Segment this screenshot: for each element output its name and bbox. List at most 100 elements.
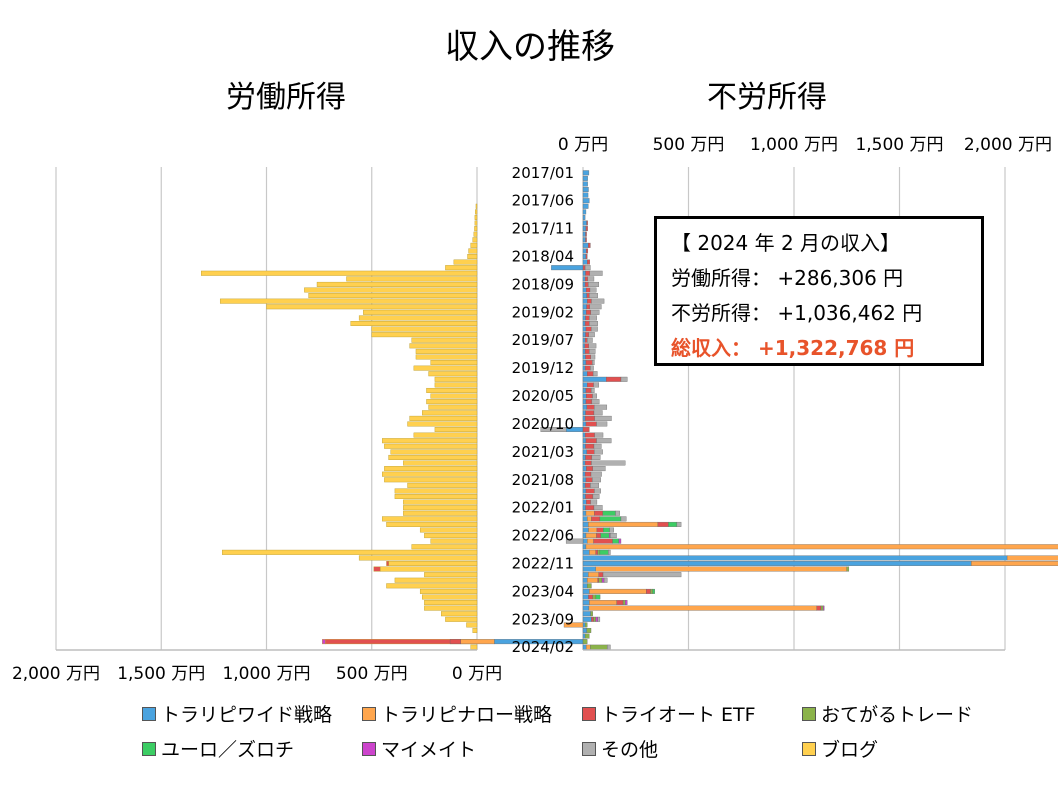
passive-bar — [585, 477, 593, 483]
passive-bar — [668, 521, 678, 527]
passive-bar — [582, 488, 587, 494]
passive-bar — [590, 482, 600, 488]
passive-bar — [588, 343, 597, 349]
passive-bar — [584, 276, 588, 282]
labor-bar — [475, 209, 478, 215]
passive-bar — [582, 354, 586, 360]
month-label: 2019/07 — [512, 331, 574, 349]
labor-bar — [390, 449, 478, 455]
labor-bar — [382, 471, 478, 477]
passive-bar — [589, 293, 598, 299]
passive-bar — [591, 516, 601, 522]
labor-bar — [384, 443, 478, 449]
passive-bar — [582, 616, 592, 622]
passive-bar — [589, 304, 602, 310]
labor-bar — [322, 639, 326, 645]
legend-label: マイメイト — [381, 739, 477, 761]
labor-bar — [394, 488, 478, 494]
labor-bar — [363, 309, 478, 315]
passive-bar — [582, 376, 607, 382]
passive-bar — [657, 521, 669, 527]
passive-bar — [588, 242, 591, 248]
labor-bar — [415, 354, 478, 360]
passive-bar — [585, 438, 597, 444]
right-tick-label: 0 万円 — [558, 135, 608, 155]
passive-bar — [585, 644, 591, 650]
passive-bar — [620, 376, 628, 382]
passive-bar — [585, 332, 589, 338]
left-tick-label: 1,500 万円 — [117, 664, 205, 684]
passive-bar — [591, 454, 601, 460]
legend-item: トライオート ETF — [582, 700, 756, 727]
chart-title: 収入の推移 — [445, 27, 615, 67]
passive-bar — [589, 348, 596, 354]
passive-bar — [582, 443, 586, 449]
passive-bar — [676, 521, 682, 527]
passive-bar — [594, 415, 612, 421]
passive-bar — [582, 594, 589, 600]
passive-panel-title: 不労所得 — [707, 80, 827, 115]
labor-bar — [430, 360, 478, 366]
passive-bar — [582, 254, 587, 259]
passive-bar — [582, 388, 587, 393]
legend-item: マイメイト — [362, 735, 476, 762]
passive-bar — [596, 527, 604, 533]
passive-bar — [582, 460, 586, 466]
legend-label: トラリピワイド戦略 — [161, 704, 333, 726]
passive-bar — [585, 544, 1058, 550]
labor-bar — [304, 287, 478, 293]
passive-bar — [588, 332, 595, 338]
labor-bar — [474, 220, 478, 226]
passive-bar — [584, 365, 591, 371]
right-tick-label: 1,500 万円 — [855, 135, 943, 155]
passive-bar — [589, 287, 597, 293]
legend-swatch — [582, 741, 596, 756]
passive-bar — [609, 527, 614, 533]
passive-bar — [584, 337, 588, 343]
passive-bar — [590, 471, 602, 477]
passive-bar — [622, 600, 626, 606]
passive-bar — [582, 566, 596, 572]
passive-bar — [582, 533, 587, 539]
month-label: 2021/03 — [512, 443, 574, 461]
passive-bar — [587, 337, 593, 343]
labor-bar — [411, 544, 478, 550]
passive-bar — [585, 388, 592, 393]
labor-bar — [441, 611, 478, 617]
labor-bar — [403, 505, 478, 511]
passive-bar — [585, 533, 597, 539]
passive-bar — [582, 555, 1008, 561]
passive-bar — [591, 298, 605, 304]
passive-bar — [582, 644, 587, 650]
legend-swatch — [802, 706, 816, 721]
passive-bar — [585, 326, 592, 332]
passive-bar — [592, 393, 597, 399]
passive-bar — [582, 170, 590, 176]
legend-item: おてがるトレード — [802, 700, 973, 727]
passive-bar — [588, 594, 593, 600]
passive-bar — [582, 516, 588, 522]
labor-bar — [467, 254, 478, 259]
passive-bar — [593, 505, 603, 511]
labor-bar — [413, 432, 478, 438]
legend-swatch — [802, 741, 816, 756]
labor-bar — [434, 427, 478, 433]
passive-bar — [582, 192, 589, 198]
legend-label: その他 — [601, 739, 659, 761]
labor-bar — [426, 387, 478, 393]
legend-item: トラリピワイド戦略 — [142, 700, 332, 727]
summary-total: 総収入： +1,322,768 円 — [671, 336, 915, 360]
passive-bar — [588, 527, 598, 533]
passive-bar — [596, 438, 612, 444]
labor-bar — [394, 494, 478, 500]
passive-bar — [586, 404, 595, 410]
passive-bar — [593, 382, 599, 388]
labor-bar — [473, 231, 478, 237]
passive-bar — [582, 549, 590, 555]
passive-bar — [585, 287, 591, 293]
passive-bar — [591, 388, 595, 393]
labor-bar — [379, 566, 478, 572]
passive-bar — [587, 538, 594, 544]
passive-bar — [584, 415, 595, 421]
